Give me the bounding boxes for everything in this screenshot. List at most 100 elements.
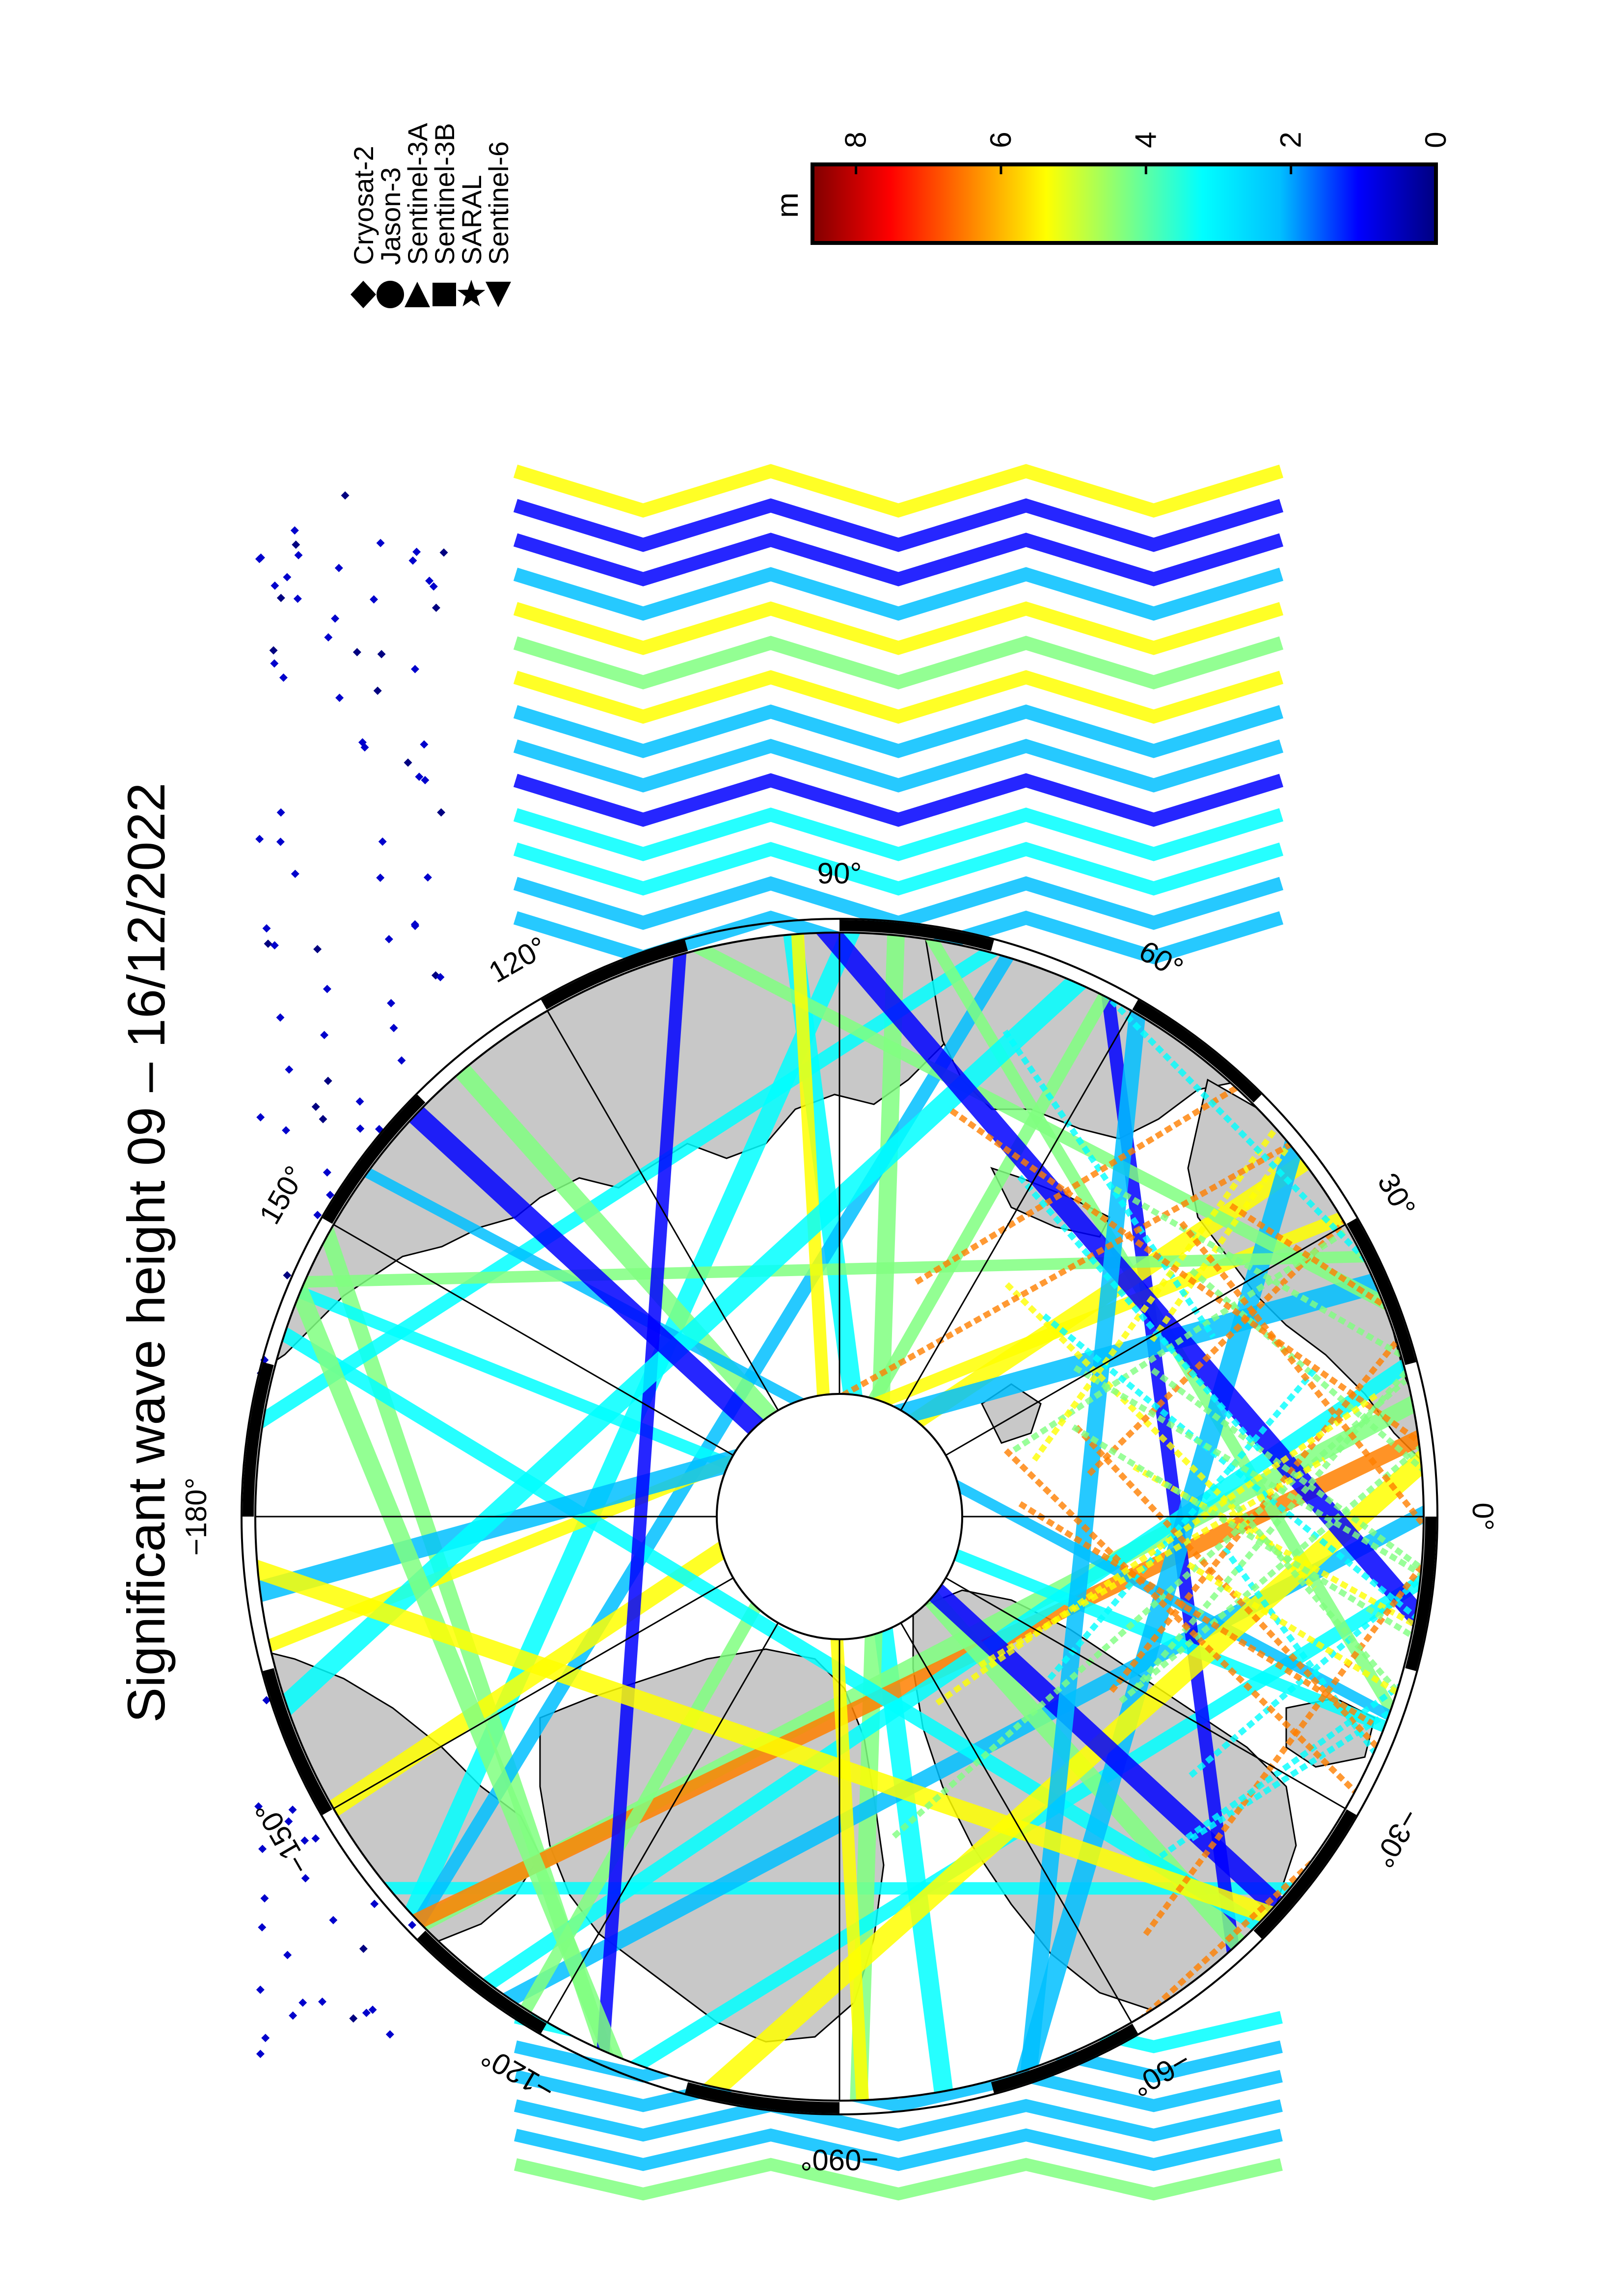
scatter-marker (320, 1031, 329, 1040)
longitude-label: −30° (1367, 1803, 1426, 1873)
satellite-swath (935, 1391, 1380, 1706)
legend-marker-diamond-icon (351, 281, 376, 308)
scatter-marker (384, 935, 393, 943)
meridian-line (900, 1622, 1133, 2023)
scatter-marker (385, 2030, 394, 2039)
satellite-swath (255, 1266, 1362, 1993)
scatter-marker (285, 1065, 294, 1074)
meridian-line (546, 1010, 779, 1411)
scatter-marker (318, 1997, 327, 2006)
scatter-marker (301, 1874, 310, 1883)
scatter-marker (262, 924, 271, 933)
scatter-marker (258, 1923, 267, 1932)
legend-marker-star-icon (457, 280, 486, 307)
colorbar-tick-label: 2 (1274, 132, 1307, 148)
meridian-lines (255, 933, 1424, 2101)
scatter-marker (356, 1124, 365, 1133)
scatter-marker (377, 650, 386, 659)
scatter-marker (298, 1998, 307, 2007)
outer-frame-line (241, 918, 1438, 2115)
frame-block (1253, 1809, 1357, 1939)
frame-block (541, 940, 688, 1010)
scatter-marker (256, 553, 265, 562)
frame-block (991, 2024, 1138, 2093)
frame-block (417, 1930, 547, 2034)
satellite-swath (1002, 1029, 1216, 1339)
satellite-swath (1190, 1268, 1424, 1516)
satellite-swath (1143, 1394, 1424, 1936)
colorbar-tick-label: 8 (839, 132, 872, 148)
scatter-marker (404, 758, 412, 767)
scatter-marker (326, 1191, 334, 1200)
satellite-swath (832, 1121, 1329, 1403)
satellite-swath (255, 933, 1196, 1815)
frame-block (322, 1095, 426, 1224)
scatter-marker (276, 593, 285, 602)
meridian-line (333, 1224, 734, 1456)
scatter-marker (429, 582, 438, 591)
scatter-marker (323, 1168, 331, 1177)
longitude-label: −090° (800, 2143, 878, 2176)
outer-satellite-swath (513, 807, 1284, 861)
scatter-marker (408, 1921, 417, 1929)
scatter-marker (323, 985, 331, 993)
satellite-swath (1073, 1365, 1424, 1604)
scatter-marker (335, 694, 344, 702)
satellite-swath (892, 1378, 1407, 1839)
satellite-swath (1004, 1282, 1317, 1591)
colorbar-tick-label: 0 (1419, 132, 1452, 148)
satellite-swath (587, 933, 696, 2101)
figure-title: Significant wave height 09 – 16/12/2022 (116, 783, 176, 1723)
satellite-swath (1109, 1210, 1424, 1693)
scatter-marker (373, 686, 382, 695)
outer-satellite-swath (513, 567, 1284, 621)
frame-block (685, 2082, 839, 2113)
scatter-marker (319, 1115, 327, 1123)
longitude-label: 90° (817, 857, 862, 890)
satellite-swath (296, 1374, 1424, 1986)
scatter-marker (432, 603, 440, 612)
scatter-marker (324, 633, 333, 642)
scatter-marker (260, 1894, 269, 1903)
legend-label: Sentinel-3A (402, 123, 433, 265)
legend-label: Sentinel-6 (483, 141, 514, 265)
longitude-label: −180° (180, 1477, 213, 1555)
scatter-marker (289, 2011, 298, 2020)
satellite-swath (1119, 1382, 1424, 1704)
frame-block (1347, 1218, 1416, 1365)
scatter-marker (311, 1834, 320, 1843)
scatter-marker (370, 1899, 379, 1908)
scatter-marker (355, 1097, 364, 1106)
longitude-label: 30° (1371, 1168, 1422, 1223)
scatter-marker (349, 2014, 358, 2023)
scatter-marker (397, 1056, 406, 1065)
satellite-swath (1113, 1186, 1424, 1476)
colorbar-tick-label: 4 (1129, 132, 1162, 148)
scatter-marker (269, 646, 278, 655)
scatter-marker (279, 673, 288, 682)
meridian-line (546, 1622, 779, 2023)
scatter-marker (261, 2033, 270, 2042)
outer-satellite-swath (513, 670, 1284, 724)
legend-item: SARAL (456, 175, 487, 307)
legend-item: Sentinel-3A (402, 123, 433, 307)
scatter-marker (254, 1802, 263, 1811)
outer-satellite-swath (513, 773, 1284, 827)
satellite-legend: Cryosat-2Jason-3Sentinel-3ASentinel-3BSA… (348, 123, 514, 308)
scatter-marker (311, 1102, 320, 1111)
scatter-marker (283, 1950, 292, 1959)
outer-satellite-swath (513, 842, 1284, 896)
satellite-swath (547, 1311, 1424, 2101)
frame-block (839, 920, 994, 951)
colorbar-tick-label: 6 (984, 132, 1017, 148)
scatter-marker (376, 538, 385, 547)
satellite-swath (1004, 933, 1162, 2101)
meridian-line (333, 1577, 734, 1810)
scatter-marker (425, 576, 434, 585)
scatter-marker (329, 1916, 338, 1924)
scatter-marker (255, 834, 264, 843)
satellite-swath (1229, 1203, 1424, 1396)
scatter-marker (276, 1013, 285, 1022)
scatter-marker (437, 808, 446, 817)
